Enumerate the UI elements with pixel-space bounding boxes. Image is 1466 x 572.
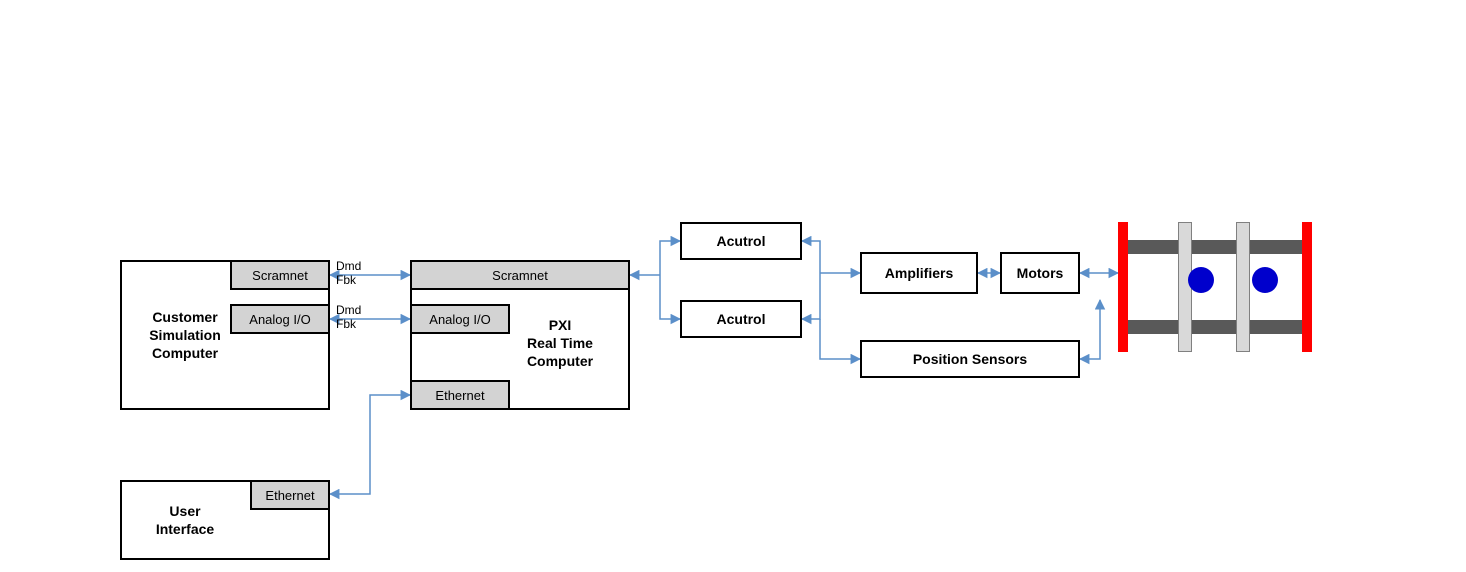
motors-label: Motors: [1017, 264, 1064, 282]
rig-circle-0: [1188, 267, 1214, 293]
ui-ethernet-subbox: Ethernet: [250, 480, 330, 510]
position-sensors-label: Position Sensors: [913, 350, 1027, 368]
rig-red-post-left: [1118, 222, 1128, 352]
rig-red-post-right: [1302, 222, 1312, 352]
rig-circle-1: [1252, 267, 1278, 293]
customer-analog-label: Analog I/O: [249, 312, 310, 327]
acutrol-2-box: Acutrol: [680, 300, 802, 338]
ui-label: User Interface: [156, 502, 214, 538]
pxi-analog-subbox: Analog I/O: [410, 304, 510, 334]
acutrol-1-box: Acutrol: [680, 222, 802, 260]
customer-label: Customer Simulation Computer: [149, 308, 221, 363]
pxi-scramnet-subbox: Scramnet: [410, 260, 630, 290]
position-sensors-box: Position Sensors: [860, 340, 1080, 378]
dmd-fbk-1-text: Dmd Fbk: [336, 259, 361, 287]
rig-horizontal-bar-0: [1128, 240, 1302, 254]
pxi-analog-label: Analog I/O: [429, 312, 490, 327]
pxi-ethernet-subbox: Ethernet: [410, 380, 510, 410]
rig-horizontal-bar-1: [1128, 320, 1302, 334]
amplifiers-label: Amplifiers: [885, 264, 953, 282]
pxi-label: PXI Real Time Computer: [527, 316, 593, 371]
customer-scramnet-label: Scramnet: [252, 268, 308, 283]
amplifiers-box: Amplifiers: [860, 252, 978, 294]
acutrol-2-label: Acutrol: [717, 310, 766, 328]
pxi-ethernet-label: Ethernet: [435, 388, 484, 403]
dmd-fbk-label-2: Dmd Fbk: [336, 303, 361, 332]
motors-box: Motors: [1000, 252, 1080, 294]
customer-analog-subbox: Analog I/O: [230, 304, 330, 334]
dmd-fbk-label-1: Dmd Fbk: [336, 259, 361, 288]
ui-ethernet-label: Ethernet: [265, 488, 314, 503]
pxi-scramnet-label: Scramnet: [492, 268, 548, 283]
rig-assembly: [1118, 222, 1312, 352]
rig-light-post-1: [1236, 222, 1250, 352]
customer-scramnet-subbox: Scramnet: [230, 260, 330, 290]
dmd-fbk-2-text: Dmd Fbk: [336, 303, 361, 331]
acutrol-1-label: Acutrol: [717, 232, 766, 250]
